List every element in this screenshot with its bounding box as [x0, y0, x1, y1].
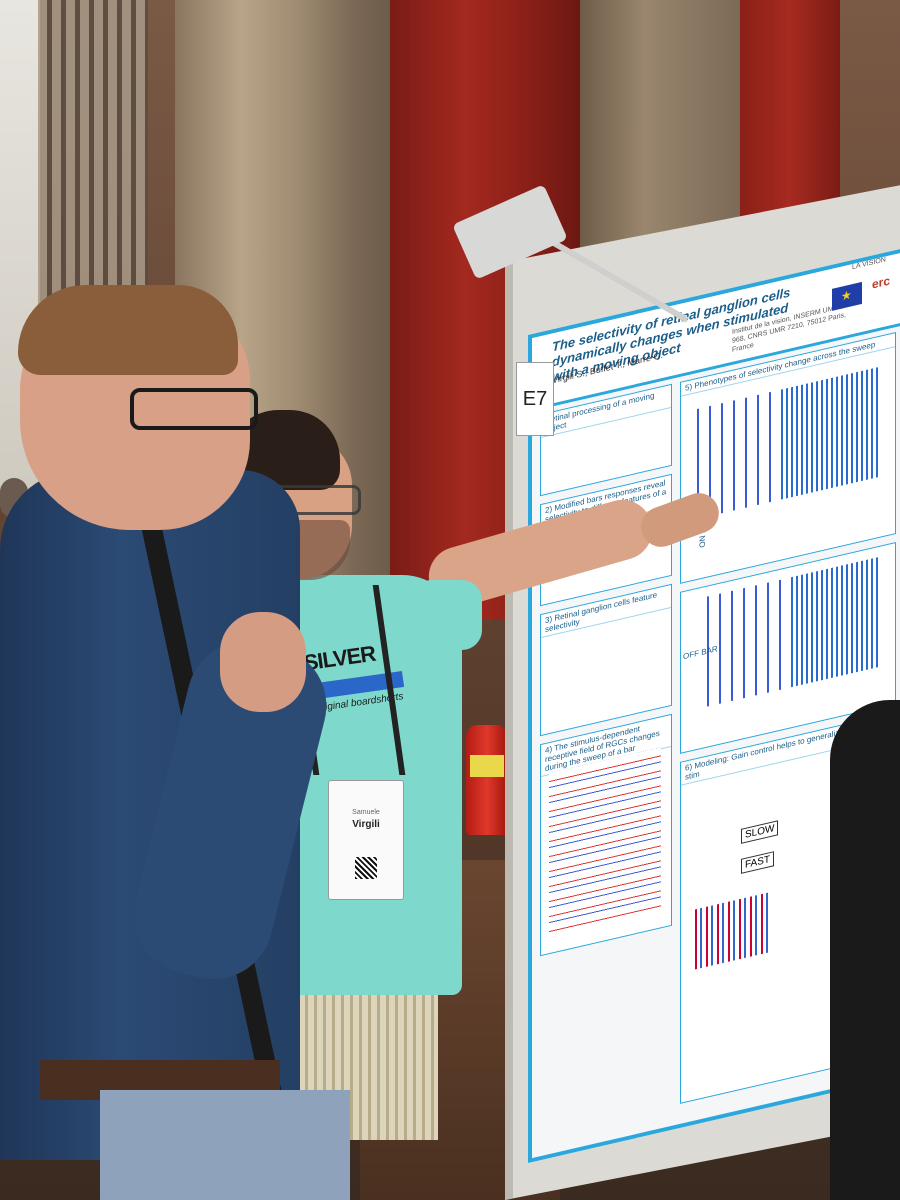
poster-section-3: 3) Retinal ganglion cells feature select…: [540, 583, 672, 737]
visitor-glasses: [130, 388, 258, 430]
foreground-person-blur: [830, 700, 900, 1200]
extinguisher-label: [470, 755, 504, 777]
histogram-plot: [791, 556, 881, 688]
badge-last-name: Virgili: [352, 819, 380, 830]
badge-first-name: Samuele: [352, 809, 380, 816]
la-vision-logo: LA VISION: [852, 256, 886, 272]
slow-label: SLOW: [741, 820, 779, 844]
erc-logo: erc: [872, 273, 891, 292]
visitor-hair: [18, 285, 238, 375]
eu-flag-icon: [832, 281, 862, 311]
histogram-plot: [781, 366, 881, 500]
board-number-sticker: E7: [516, 362, 554, 436]
poster-section-5: 5) Phenotypes of selectivity change acro…: [680, 332, 896, 584]
visitor-jeans: [100, 1090, 350, 1200]
qr-code-icon: [355, 857, 377, 879]
fast-label: FAST: [741, 851, 775, 874]
name-badge: Samuele Virgili: [328, 780, 404, 900]
visitor-hand: [220, 612, 306, 712]
model-heatmaps: [691, 891, 771, 971]
raster-plot: [701, 579, 781, 709]
presenter-sleeve: [412, 580, 482, 650]
receptive-field-traces: [549, 747, 661, 934]
fire-extinguisher: [466, 725, 508, 835]
poster-section-4: 4) The stimulus-dependent receptive fiel…: [540, 713, 672, 957]
